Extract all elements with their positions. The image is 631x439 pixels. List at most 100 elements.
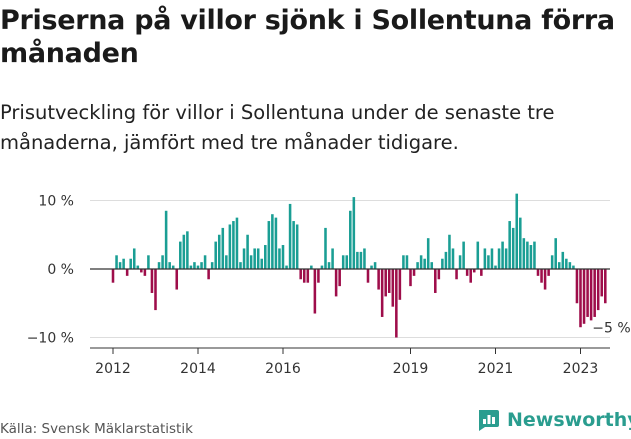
bar <box>310 265 313 269</box>
bar <box>182 234 186 269</box>
bar <box>596 269 600 311</box>
bar <box>256 248 260 269</box>
bar <box>189 265 193 269</box>
bar <box>171 265 175 269</box>
bar <box>536 269 540 276</box>
bar <box>154 269 157 311</box>
bar <box>501 241 504 269</box>
bar <box>430 262 434 269</box>
bar <box>264 245 267 269</box>
bar <box>522 238 526 269</box>
bar <box>497 248 501 269</box>
bar <box>147 255 150 269</box>
bar <box>458 255 462 269</box>
x-tick-label: 2023 <box>563 361 599 377</box>
bar <box>582 269 586 324</box>
bar <box>409 269 412 287</box>
chart-title: Priserna på villor sjönk i Sollentuna fö… <box>0 5 615 69</box>
bar <box>179 241 182 269</box>
bar <box>487 255 490 269</box>
bar <box>519 217 522 270</box>
bar <box>579 269 582 328</box>
bar <box>161 255 164 269</box>
bar <box>412 269 416 276</box>
bar <box>200 262 203 269</box>
bar <box>391 269 395 307</box>
x-tick-label: 2012 <box>95 361 131 377</box>
bar <box>568 262 572 269</box>
bar <box>476 241 480 269</box>
bar <box>490 248 494 269</box>
bar <box>593 269 596 317</box>
bar <box>398 269 402 300</box>
bar <box>111 269 115 283</box>
bar <box>235 217 239 270</box>
bar <box>136 265 140 269</box>
last-value-label: −5 % <box>592 320 630 336</box>
bar <box>157 262 161 269</box>
bar <box>203 255 207 269</box>
bar <box>278 248 281 269</box>
bar <box>299 269 302 280</box>
bar <box>557 262 561 269</box>
bar <box>575 269 579 304</box>
bar <box>132 248 136 269</box>
bar <box>416 262 419 269</box>
bar <box>295 224 299 269</box>
bar <box>472 269 476 273</box>
bar <box>565 258 568 269</box>
bar <box>210 262 214 269</box>
bar <box>526 241 529 269</box>
x-tick-label: 2016 <box>265 361 301 377</box>
bar <box>451 248 455 269</box>
bar <box>122 258 125 269</box>
bar <box>373 262 377 269</box>
bar <box>377 269 380 290</box>
bar <box>214 241 217 269</box>
bar <box>143 269 147 276</box>
bar <box>267 221 271 269</box>
bar <box>345 255 349 269</box>
bar <box>260 258 264 269</box>
bar <box>221 227 225 269</box>
source-note: Källa: Svensk Mäklarstatistik <box>0 421 193 437</box>
bar <box>196 265 200 269</box>
grid-lines <box>90 200 610 338</box>
bar <box>228 224 232 269</box>
bar <box>380 269 384 317</box>
bar <box>483 248 487 269</box>
brand-name: Newsworthy <box>507 409 631 431</box>
bar <box>533 241 536 269</box>
bar <box>271 214 274 269</box>
bar <box>455 269 458 280</box>
bar <box>402 255 405 269</box>
bar <box>395 269 398 338</box>
bar <box>547 269 550 276</box>
bar <box>327 262 331 269</box>
bar <box>338 269 341 287</box>
bar <box>302 269 306 283</box>
bar <box>140 269 143 273</box>
bar <box>586 269 589 317</box>
bar <box>225 255 228 269</box>
bar <box>508 221 511 269</box>
chart-subtitle: Prisutveckling för villor i Sollentuna u… <box>0 101 555 154</box>
bar <box>515 193 519 269</box>
y-tick-label: 10 % <box>38 194 74 210</box>
x-tick-label: 2021 <box>478 361 514 377</box>
bar <box>207 269 210 280</box>
bar <box>217 234 221 269</box>
bar <box>150 269 154 293</box>
bar <box>550 255 554 269</box>
bar <box>164 210 168 269</box>
bar <box>292 221 295 269</box>
bar <box>387 269 391 293</box>
bar <box>129 258 132 269</box>
bar <box>529 245 533 269</box>
bar <box>363 248 366 269</box>
bar <box>232 221 235 269</box>
bar <box>352 197 356 269</box>
bar <box>444 251 448 270</box>
bar <box>242 248 246 269</box>
bar <box>118 262 122 269</box>
